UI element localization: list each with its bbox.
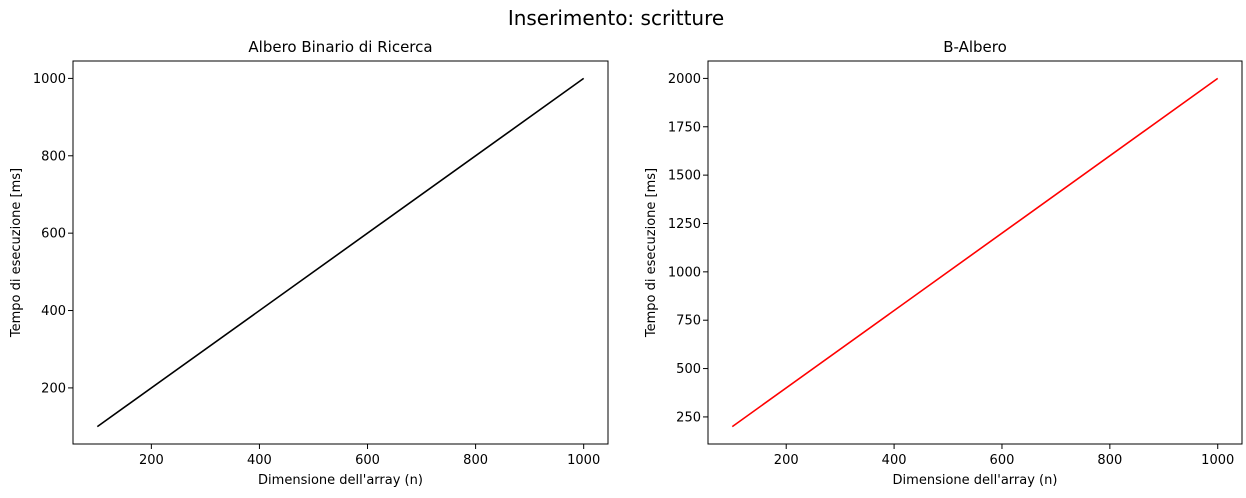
y-tick-label: 1250 <box>668 217 701 232</box>
y-tick-label: 600 <box>41 227 66 242</box>
x-tick-label: 600 <box>355 453 380 468</box>
y-tick-label: 2000 <box>668 72 701 87</box>
y-tick-label: 500 <box>676 362 701 377</box>
x-tick-label: 1000 <box>1201 453 1234 468</box>
x-axis-label: Dimensione dell'array (n) <box>258 473 423 488</box>
chart-title: B-Albero <box>943 38 1007 56</box>
figure-title: Inserimento: scritture <box>508 6 724 30</box>
x-tick-label: 200 <box>139 453 164 468</box>
y-tick-label: 400 <box>41 304 66 319</box>
chart-title: Albero Binario di Ricerca <box>248 38 432 56</box>
x-axis-label: Dimensione dell'array (n) <box>893 473 1058 488</box>
chart-panel-2: B-Albero 200 400 600 800 1000 250 500 750 1000 125… <box>644 38 1243 488</box>
y-tick-label: 1000 <box>33 72 66 87</box>
x-tick-label: 200 <box>774 453 799 468</box>
y-tick-label: 1750 <box>668 120 701 135</box>
y-tick-label: 750 <box>676 314 701 329</box>
y-tick-label: 1000 <box>668 265 701 280</box>
y-tick-label: 1500 <box>668 169 701 184</box>
y-axis-label: Tempo di esecuzione [ms] <box>9 168 24 338</box>
y-tick-label: 200 <box>41 381 66 396</box>
y-axis-label: Tempo di esecuzione [ms] <box>644 168 659 338</box>
series-line-1 <box>96 77 585 428</box>
y-tick-label: 250 <box>676 410 701 425</box>
x-tick-label: 800 <box>1097 453 1122 468</box>
y-tick-label: 800 <box>41 149 66 164</box>
x-tick-label: 600 <box>990 453 1015 468</box>
chart-panel-1: Albero Binario di Ricerca 200 400 600 800 100… <box>9 38 609 488</box>
plot-frame <box>707 60 1243 445</box>
x-tick-label: 800 <box>463 453 488 468</box>
x-tick-label: 400 <box>247 453 272 468</box>
series-line-1 <box>731 77 1219 428</box>
plot-frame <box>72 60 609 445</box>
x-tick-label: 1000 <box>567 453 600 468</box>
x-tick-label: 400 <box>882 453 907 468</box>
